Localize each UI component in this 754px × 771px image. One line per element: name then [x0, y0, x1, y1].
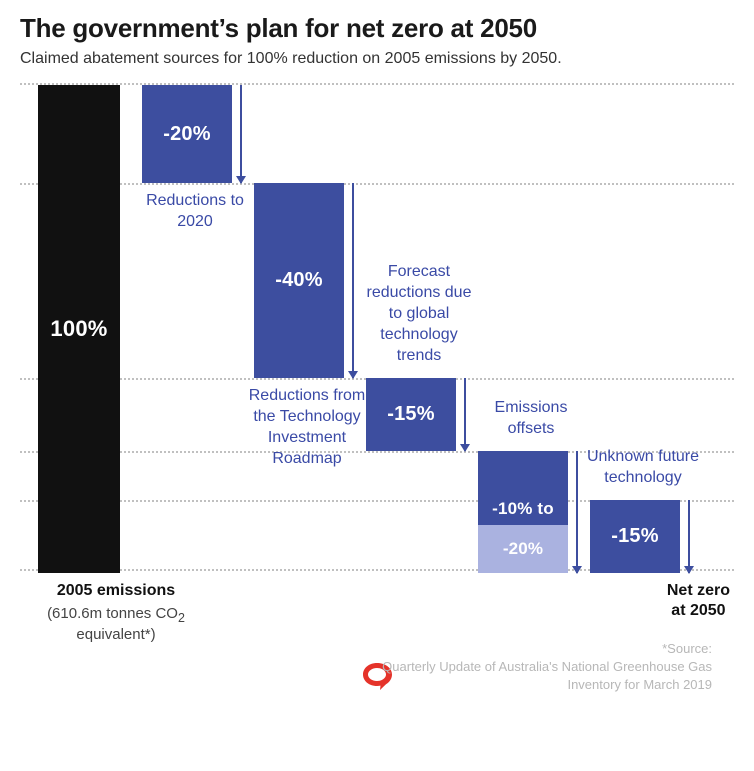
axis-right-title-2: at 2050	[667, 601, 730, 620]
bar-unknown: -15%	[590, 500, 680, 573]
caption-roadmap: Reductions from the Technology Investmen…	[248, 386, 366, 469]
bar-label: 100%	[50, 316, 107, 342]
bar-label: -15%	[387, 403, 435, 426]
column-roadmap: -40%Reductions from the Technology Inves…	[254, 85, 344, 569]
bar-forecast: -15%	[366, 378, 456, 451]
column-offsets: -10% to-20%Emissions offsets	[478, 85, 568, 569]
source-credit: *Source: Quarterly Update of Australia's…	[352, 640, 712, 693]
caption-unknown: Unknown future technology	[584, 447, 702, 489]
bar-label: -10% to	[492, 499, 554, 519]
waterfall-chart: 100%-20%Reductions to 2020-40%Reductions…	[20, 83, 734, 571]
arrow-forecast	[464, 378, 466, 451]
axis-labels-row: 2005 emissions (610.6m tonnes CO2 equiva…	[20, 571, 734, 645]
axis-left: 2005 emissions (610.6m tonnes CO2 equiva…	[36, 581, 196, 645]
caption-forecast: Forecast reductions due to global techno…	[360, 262, 478, 366]
bar-roadmap: -40%	[254, 183, 344, 378]
column-unknown: -15%Unknown future technology	[590, 85, 680, 569]
bar-label: -15%	[611, 525, 659, 548]
axis-left-title: 2005 emissions	[36, 581, 196, 600]
bar-range-offsets: -20%	[478, 525, 568, 574]
arrow-roadmap	[352, 183, 354, 378]
bar-offsets: -10% to	[478, 451, 568, 524]
source-text: Quarterly Update of Australia's National…	[352, 658, 712, 693]
caption-to2020: Reductions to 2020	[136, 191, 254, 233]
chart-subtitle: Claimed abatement sources for 100% reduc…	[20, 48, 660, 70]
axis-right-title-1: Net zero	[667, 581, 730, 600]
chart-title: The government’s plan for net zero at 20…	[20, 14, 734, 44]
bar-label: -20%	[163, 123, 211, 146]
arrow-offsets	[576, 451, 578, 573]
column-forecast: -15%Forecast reductions due to global te…	[366, 85, 456, 569]
bar-range-label: -20%	[503, 539, 543, 559]
column-baseline: 100%	[38, 85, 120, 569]
arrow-to2020	[240, 85, 242, 183]
caption-offsets: Emissions offsets	[472, 398, 590, 440]
source-label: *Source:	[352, 640, 712, 658]
arrow-unknown	[688, 500, 690, 573]
axis-left-note: (610.6m tonnes CO2 equivalent*)	[36, 605, 196, 645]
bar-baseline: 100%	[38, 85, 120, 573]
bar-to2020: -20%	[142, 85, 232, 183]
column-to2020: -20%Reductions to 2020	[142, 85, 232, 569]
axis-right: Net zero at 2050	[667, 581, 730, 645]
bar-label: -40%	[275, 269, 323, 292]
